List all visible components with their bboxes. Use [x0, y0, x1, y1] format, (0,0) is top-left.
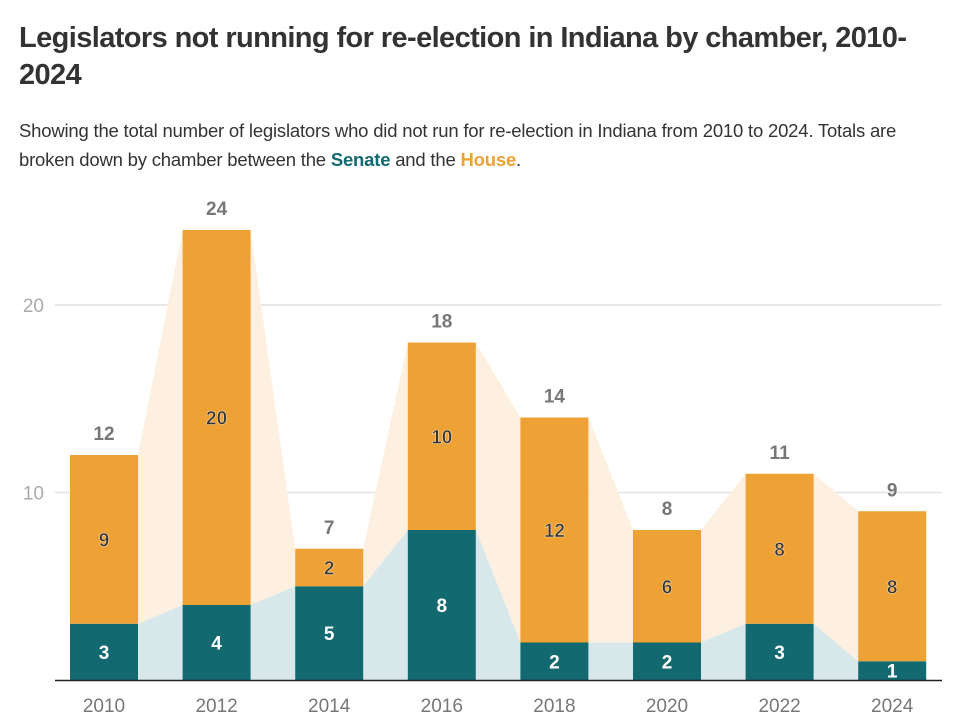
senate-value-label: 4: [211, 634, 222, 655]
senate-bar: [407, 530, 476, 680]
house-bar: [858, 511, 927, 662]
house-value-label: 10: [431, 427, 452, 448]
house-bar: [520, 417, 589, 643]
senate-value-label: 1: [887, 662, 898, 683]
house-bar: [295, 548, 364, 587]
senate-bar: [633, 642, 701, 680]
senate-legend-label: Senate: [330, 149, 391, 170]
house-bar: [182, 230, 251, 605]
y-tick-label: 10: [23, 484, 44, 505]
house-value-label: 20: [206, 409, 227, 430]
subtitle-text: Showing the total number of legislators …: [19, 120, 897, 170]
senate-ribbon: [138, 605, 183, 680]
total-value-label: 9: [887, 480, 898, 501]
senate-value-label: 8: [437, 596, 448, 617]
total-value-label: 14: [544, 387, 566, 408]
x-tick-label: 2014: [308, 696, 351, 717]
house-ribbon: [138, 230, 183, 624]
subtitle-text: .: [516, 149, 521, 170]
senate-bar: [295, 586, 364, 680]
senate-ribbon: [588, 642, 633, 680]
senate-ribbon: [363, 530, 408, 680]
house-value-label: 8: [887, 577, 898, 598]
house-bar: [745, 473, 814, 624]
house-bar: [407, 342, 476, 530]
senate-bar: [745, 623, 814, 680]
house-ribbon: [701, 473, 746, 643]
x-tick-label: 2024: [871, 696, 914, 717]
house-ribbon: [250, 230, 296, 605]
total-value-label: 7: [324, 518, 335, 539]
house-bar: [70, 455, 138, 624]
subtitle-text: and the: [390, 149, 461, 170]
chart-title: Legislators not running for re-election …: [19, 22, 907, 91]
total-value-label: 8: [662, 499, 673, 520]
x-tick-label: 2022: [758, 696, 800, 717]
senate-value-label: 2: [662, 652, 673, 673]
senate-bar: [520, 642, 589, 680]
senate-bar: [182, 605, 251, 680]
x-tick-label: 2012: [195, 696, 237, 717]
total-value-label: 12: [93, 424, 114, 445]
y-tick-label: 20: [23, 296, 44, 317]
x-tick-label: 2010: [83, 696, 125, 717]
house-value-label: 12: [544, 521, 565, 542]
senate-value-label: 5: [324, 624, 335, 645]
chart-subtitle: Showing the total number of legislators …: [19, 116, 954, 174]
house-bar: [633, 530, 701, 643]
x-tick-label: 2016: [421, 696, 463, 717]
senate-ribbon: [813, 623, 859, 680]
house-value-label: 6: [662, 577, 673, 598]
house-ribbon: [588, 417, 633, 643]
senate-value-label: 2: [549, 652, 560, 673]
house-value-label: 8: [774, 540, 785, 561]
x-tick-label: 2018: [533, 696, 575, 717]
house-ribbon: [363, 342, 408, 587]
senate-value-label: 3: [774, 643, 785, 664]
house-value-label: 2: [324, 559, 335, 580]
total-value-label: 18: [431, 312, 452, 333]
house-ribbon: [813, 473, 859, 662]
senate-value-label: 3: [99, 643, 110, 664]
total-value-label: 11: [770, 443, 791, 464]
senate-bar: [858, 661, 927, 680]
senate-ribbon: [701, 623, 746, 680]
senate-ribbon: [475, 530, 521, 680]
house-value-label: 9: [99, 530, 110, 551]
house-legend-label: House: [460, 149, 517, 170]
total-value-label: 24: [206, 199, 228, 220]
senate-ribbon: [250, 586, 296, 680]
house-ribbon: [475, 342, 521, 643]
senate-bar: [70, 623, 138, 680]
x-tick-label: 2020: [646, 696, 688, 717]
